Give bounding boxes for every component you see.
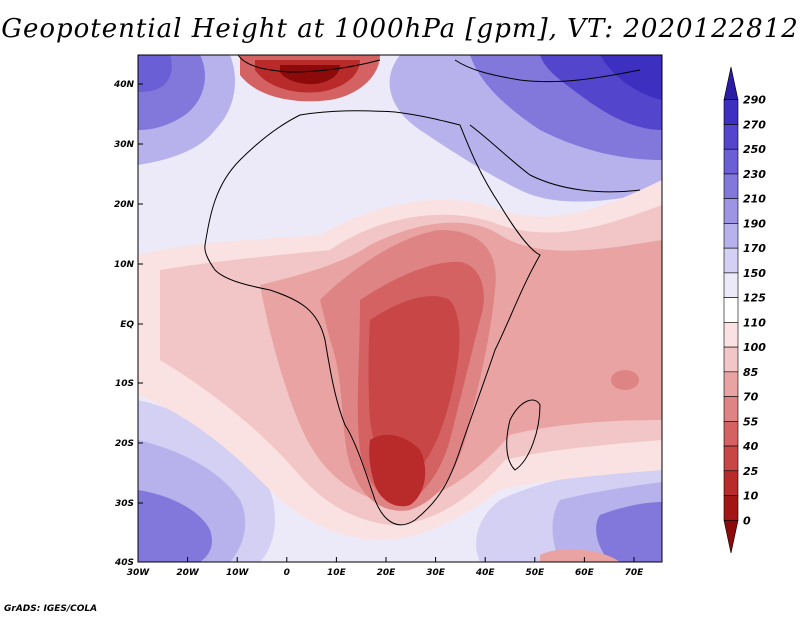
colorbar-label: 270	[743, 118, 766, 131]
lon-tick-label: 10W	[226, 568, 250, 578]
colorbar-swatch	[723, 445, 739, 472]
colorbar-swatch	[723, 495, 739, 521]
colorbar-swatch	[723, 421, 739, 447]
colorbar-swatch	[723, 371, 739, 397]
lat-tick-label: EQ	[120, 320, 134, 330]
lon-tick-label: 20E	[377, 568, 397, 578]
lat-tick-label: 40S	[114, 558, 134, 568]
colorbar-swatch	[723, 148, 739, 175]
colorbar-label: 230	[743, 168, 766, 181]
lon-tick-label: 40E	[475, 568, 496, 578]
colorbar-swatch	[723, 198, 739, 224]
colorbar-label: 125	[743, 292, 766, 305]
colorbar-label: 250	[743, 143, 766, 156]
colorbar-label: 190	[743, 217, 766, 230]
colorbar-swatch	[723, 124, 739, 150]
colorbar-label: 110	[743, 316, 766, 329]
colorbar-swatch	[723, 346, 739, 373]
lon-tick-label: 50E	[525, 568, 545, 578]
footer-credit: GrADS: IGES/COLA	[4, 604, 98, 614]
lat-tick-label: 10N	[114, 260, 135, 270]
lon-tick-label: 30W	[127, 568, 151, 578]
colorbar-label: 170	[743, 242, 766, 255]
lat-tick-label: 30S	[115, 499, 134, 509]
colorbar-label: 55	[743, 415, 759, 428]
lat-tick-label: 30N	[114, 140, 135, 150]
latitude-axis: 40N 30N 20N 10N EQ 10S 20S 30S 40S	[113, 80, 143, 568]
lon-tick-label: 70E	[625, 568, 645, 578]
colorbar-swatch	[723, 322, 739, 348]
lon-tick-label: 20W	[176, 568, 200, 578]
lon-tick-label: 60E	[575, 568, 595, 578]
colorbar-swatch	[723, 66, 739, 101]
colorbar-label: 10	[743, 490, 759, 503]
colorbar-label: 150	[743, 267, 766, 280]
colorbar-label: 70	[743, 391, 759, 404]
colorbar-label: 210	[743, 193, 766, 206]
colorbar-label: 85	[743, 366, 759, 379]
colorbar-label: 25	[743, 465, 759, 478]
height-field	[138, 55, 662, 562]
colorbar-swatch	[723, 247, 739, 274]
lon-tick-label: 10E	[327, 568, 347, 578]
lon-tick-label: 0	[284, 568, 290, 578]
longitude-axis: 30W 20W 10W 0 10E 20E 30E 40E 50E 60E 70E	[127, 557, 644, 578]
colorbar: 2902702502302101901701501251101008570554…	[723, 66, 766, 554]
colorbar-swatch	[723, 396, 739, 422]
coastlines	[204, 55, 641, 526]
colorbar-swatch	[723, 519, 739, 554]
colorbar-label: 290	[743, 94, 766, 107]
colorbar-swatch	[723, 173, 739, 199]
colorbar-swatch	[723, 470, 739, 496]
lat-tick-label: 20S	[115, 439, 134, 449]
lat-tick-label: 20N	[114, 200, 135, 210]
map-title: Geopotential Height at 1000hPa [gpm], VT…	[1, 14, 799, 44]
colorbar-label: 0	[743, 514, 751, 527]
map-border	[137, 54, 663, 563]
lon-tick-label: 30E	[426, 568, 446, 578]
colorbar-swatch	[723, 223, 739, 249]
colorbar-swatch	[723, 272, 739, 298]
colorbar-label: 40	[742, 440, 759, 453]
colorbar-swatch	[723, 297, 739, 323]
lat-tick-label: 40N	[113, 80, 135, 90]
colorbar-label: 100	[743, 341, 766, 354]
colorbar-swatch	[723, 99, 739, 125]
lat-tick-label: 10S	[115, 379, 134, 389]
